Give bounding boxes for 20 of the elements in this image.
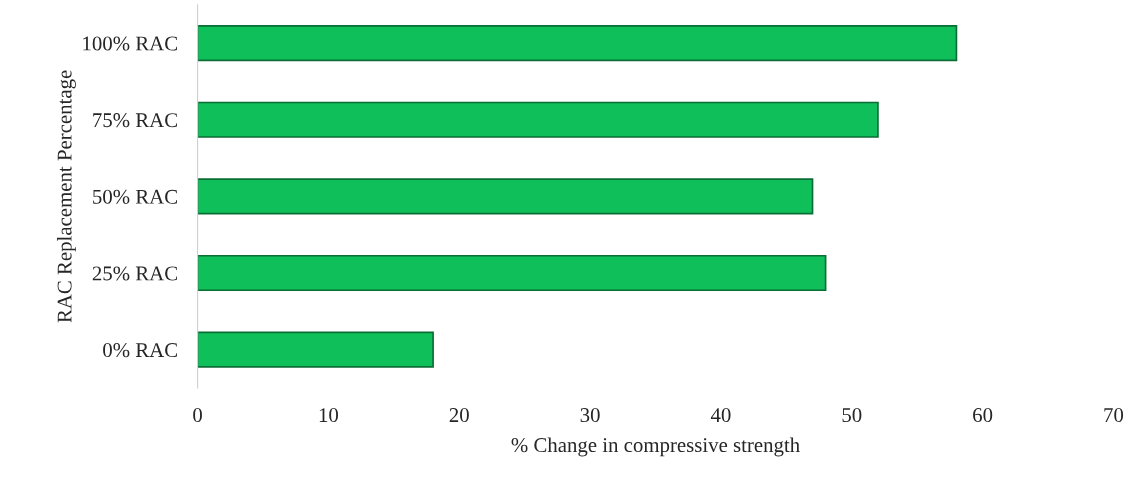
- y-tick-label: 0% RAC: [103, 343, 177, 358]
- x-tick-label: 50: [842, 408, 862, 423]
- y-tick-label: 100% RAC: [83, 36, 177, 51]
- x-tick-label: 40: [710, 408, 731, 423]
- y-tick-label: 50% RAC: [93, 189, 177, 204]
- y-tick-label: 25% RAC: [92, 266, 177, 281]
- x-tick-label: 0: [193, 408, 202, 423]
- x-tick-label: 60: [973, 408, 993, 423]
- bar: [197, 331, 434, 368]
- bar: [197, 254, 827, 292]
- x-tick-label: 10: [319, 408, 339, 423]
- x-tick-label: 70: [1104, 408, 1124, 423]
- x-axis-title: % Change in compressive strength: [511, 437, 800, 457]
- x-tick-label: 30: [580, 408, 600, 423]
- y-tick-label: 75% RAC: [93, 113, 177, 128]
- x-tick-label: 20: [449, 408, 469, 423]
- bar: [197, 178, 814, 215]
- y-axis-title: RAC Replacement Percentage: [56, 70, 76, 323]
- bar: [197, 25, 958, 62]
- bar: [197, 101, 879, 138]
